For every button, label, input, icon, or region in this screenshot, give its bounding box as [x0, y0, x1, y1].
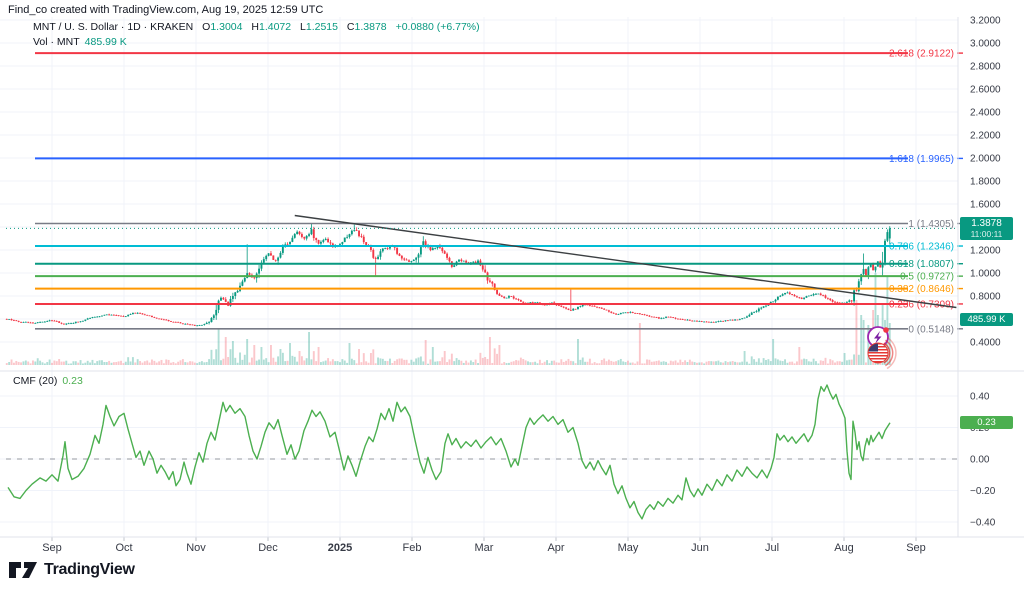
- svg-text:Jul: Jul: [765, 542, 779, 554]
- cmf-legend[interactable]: CMF (20) 0.23: [13, 375, 83, 387]
- svg-text:3.2000: 3.2000: [970, 16, 1001, 27]
- svg-text:−0.20: −0.20: [970, 486, 996, 497]
- last-price-value: 1.3878: [971, 218, 1002, 229]
- svg-text:2.4000: 2.4000: [970, 108, 1001, 119]
- tradingview-logo-icon: [9, 562, 37, 578]
- svg-text:Nov: Nov: [186, 542, 206, 554]
- svg-text:Sep: Sep: [42, 542, 62, 554]
- svg-text:0.382 (0.8646): 0.382 (0.8646): [889, 284, 954, 295]
- svg-text:Jun: Jun: [691, 542, 709, 554]
- svg-text:2.0000: 2.0000: [970, 154, 1001, 165]
- svg-text:Apr: Apr: [547, 542, 564, 554]
- svg-text:0.4000: 0.4000: [970, 338, 1001, 349]
- svg-text:1.618 (1.9965): 1.618 (1.9965): [889, 154, 954, 165]
- ohlc-open-label: O: [202, 21, 211, 33]
- svg-text:Dec: Dec: [258, 542, 278, 554]
- ohlc-close-label: C: [346, 21, 355, 33]
- svg-text:0.786 (1.2346): 0.786 (1.2346): [889, 242, 954, 253]
- svg-text:0.236 (0.7309): 0.236 (0.7309): [889, 299, 954, 310]
- svg-text:Sep: Sep: [906, 542, 926, 554]
- svg-text:2.6000: 2.6000: [970, 85, 1001, 96]
- cmf-label: CMF (20): [13, 375, 58, 387]
- tradingview-logo[interactable]: TradingView: [8, 561, 135, 579]
- svg-text:0.8000: 0.8000: [970, 292, 1001, 303]
- cmf-indicator: [6, 384, 958, 520]
- svg-text:Aug: Aug: [834, 542, 854, 554]
- svg-text:0.00: 0.00: [970, 455, 990, 466]
- svg-text:1.2000: 1.2000: [970, 246, 1001, 257]
- price-scale[interactable]: 0.40000.60000.80001.00001.20001.40001.60…: [970, 16, 1001, 529]
- time-axis[interactable]: Sep Oct Nov Dec 2025 Feb Mar Apr May Jun Jul Aug Sep: [42, 542, 926, 554]
- descending-trendline[interactable]: [294, 214, 957, 309]
- bar-countdown: 11:00:11: [970, 229, 1003, 239]
- svg-text:0.40: 0.40: [970, 392, 990, 403]
- ohlc-open-value: 1.3004: [210, 21, 243, 33]
- svg-text:2.2000: 2.2000: [970, 131, 1001, 142]
- pane-separators: [0, 17, 1024, 538]
- volume-label: Vol · MNT: [33, 36, 80, 48]
- svg-text:0.618 (1.0807): 0.618 (1.0807): [889, 259, 954, 270]
- ohlc-high-label: H: [251, 21, 259, 33]
- tradingview-logo-text: TradingView: [44, 561, 135, 578]
- svg-text:3.0000: 3.0000: [970, 39, 1001, 50]
- svg-text:1.0000: 1.0000: [970, 269, 1001, 280]
- svg-text:1.8000: 1.8000: [970, 177, 1001, 188]
- symbol-title: MNT / U. S. Dollar · 1D · KRAKEN: [33, 21, 194, 33]
- candles: [5, 223, 891, 327]
- symbol-legend[interactable]: MNT / U. S. Dollar · 1D · KRAKEN O1.3004…: [33, 21, 480, 33]
- cmf-value: 0.23: [62, 375, 83, 387]
- last-price-badge[interactable]: 1.3878 11:00:11: [960, 217, 1013, 240]
- volume-badge: 485.99 K: [960, 313, 1013, 326]
- svg-text:2.618 (2.9122): 2.618 (2.9122): [889, 49, 954, 60]
- ohlc-low-value: 1.2515: [305, 21, 338, 33]
- svg-text:1 (1.4305): 1 (1.4305): [908, 219, 954, 230]
- svg-text:0 (0.5148): 0 (0.5148): [908, 324, 954, 335]
- svg-text:0.5 (0.9727): 0.5 (0.9727): [900, 272, 954, 283]
- volume-legend[interactable]: Vol · MNT 485.99 K: [33, 36, 127, 48]
- ohlc-high-value: 1.4072: [258, 21, 292, 33]
- change-value: +0.0880 (+6.77%): [395, 21, 480, 33]
- svg-text:Oct: Oct: [115, 542, 132, 554]
- svg-text:Feb: Feb: [403, 542, 422, 554]
- chart-stickers[interactable]: [867, 326, 897, 370]
- cmf-badge: 0.23: [960, 416, 1013, 429]
- svg-text:2025: 2025: [328, 542, 352, 554]
- volume-value: 485.99 K: [84, 36, 127, 48]
- svg-text:Mar: Mar: [475, 542, 494, 554]
- attribution-text: Find_co created with TradingView.com, Au…: [8, 4, 324, 16]
- fib-retracement[interactable]: 2.618 (2.9122) 1.618 (1.9965) 1 (1.4305) 0.…: [35, 49, 963, 336]
- ohlc-close-value: 1.3878: [354, 21, 387, 33]
- ohlc-low-label: L: [300, 21, 306, 33]
- svg-text:May: May: [618, 542, 639, 554]
- svg-text:1.6000: 1.6000: [970, 200, 1001, 211]
- svg-text:2.8000: 2.8000: [970, 62, 1001, 73]
- us-flag-emoji: [867, 336, 897, 370]
- svg-text:−0.40: −0.40: [970, 518, 996, 529]
